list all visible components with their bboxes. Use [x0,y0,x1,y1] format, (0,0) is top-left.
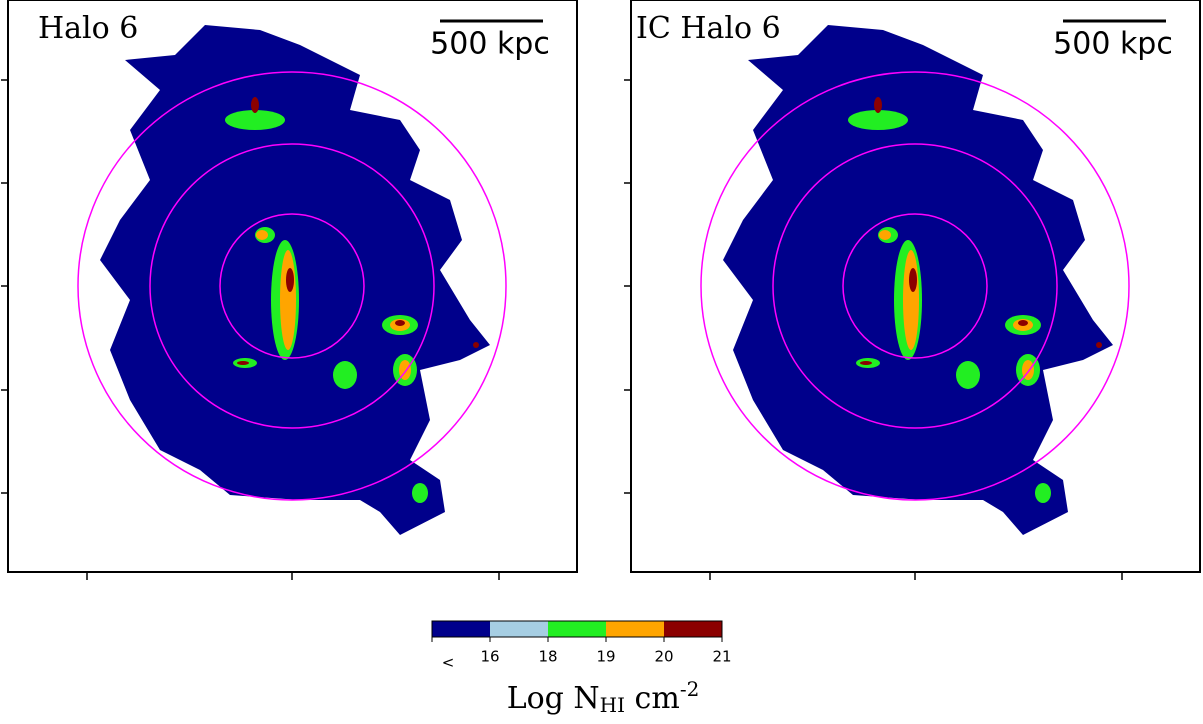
label-subscript: HI [600,693,625,717]
colorbar-segment [490,621,548,637]
colorbar-segment [664,621,722,637]
scalebar-label: 500 kpc [1053,27,1173,62]
colorbar-tick-label: 20 [654,648,673,666]
panel-image [622,0,1202,582]
colorbar-segment [548,621,606,637]
colorbar-tick-label: 16 [480,648,499,666]
colorbar-segment [606,621,664,637]
colorbar-tick-label: 21 [712,648,731,666]
panel-title: Halo 6 [38,11,138,46]
colorbar-frame [431,620,723,638]
colorbar-segment [432,621,490,637]
colorbar-tick-label: 19 [596,648,615,666]
panel-image [0,0,579,582]
colorbar-tick-label: < [442,654,455,672]
scalebar-label: 500 kpc [430,27,550,62]
colorbar-label: Log NHI cm-2 [507,677,700,717]
panel-title: IC Halo 6 [636,11,781,46]
label-unit: cm [625,681,680,716]
colorbar: <16 18 19 20 21 [431,620,732,672]
label-base: Log N [507,681,600,716]
label-superscript: -2 [680,677,699,701]
colorbar-tick-label: 18 [538,648,557,666]
